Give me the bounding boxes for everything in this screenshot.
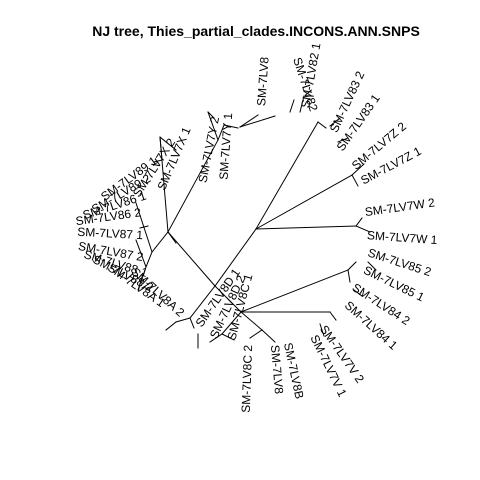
branch-tip-1: [289, 99, 295, 113]
branch-tip-9: [165, 321, 177, 331]
branch-tip-2: [299, 95, 305, 113]
branch-tip-4: [337, 137, 349, 143]
branch-right-c: [255, 174, 353, 230]
branch-lower-i: [189, 317, 195, 329]
branch-tip-7: [319, 323, 325, 337]
branch-left-d: [159, 136, 163, 161]
branch-left-i: [167, 231, 177, 244]
branch-upper-g: [239, 115, 276, 128]
branch-upper-d: [207, 111, 219, 141]
tip-label: SM-7LV8: [268, 344, 286, 394]
tip-label: SM-7LV87 1: [77, 225, 144, 242]
branch-upper-b: [217, 124, 225, 141]
branch-left-g: [137, 266, 147, 291]
branch-right-g: [355, 217, 363, 227]
branch-root-bottom: [214, 285, 242, 313]
tip-label: SM-7LV7W 2: [364, 195, 436, 219]
branch-tip-12: [153, 159, 163, 163]
tip-label: SM-7LV8: [254, 56, 271, 106]
branch-left-h: [135, 239, 147, 268]
branch-lower-right-c: [347, 261, 357, 271]
branch-right-e: [351, 163, 365, 176]
branch-upper-a: [167, 139, 219, 233]
tip-label: SM-7LV8C 2: [239, 344, 255, 413]
branch-upper-c: [223, 124, 239, 129]
tip-label: SM-7LV7W 1: [367, 228, 439, 247]
branch-tip-3: [329, 117, 341, 127]
branch-lower-c: [249, 329, 263, 339]
branch-right-a: [255, 121, 319, 230]
branch-lower-right-a: [240, 269, 349, 313]
branch-lower-h: [175, 317, 191, 323]
branch-left-c: [159, 136, 177, 151]
branch-lower-e: [209, 333, 223, 343]
branch-upper-e: [207, 111, 215, 119]
tip-label: SM-7LV7Y 1: [217, 112, 236, 180]
branch-tip-6: [353, 289, 363, 297]
branch-tip-10: [141, 281, 153, 289]
branch-lower-f: [221, 333, 235, 341]
branch-upper-f: [239, 114, 259, 128]
figure-title: NJ tree, Thies_partial_clades.INCONS.ANN…: [92, 23, 420, 39]
branch-lower-right-b: [347, 269, 351, 283]
branch-lower-a: [240, 311, 263, 331]
branch-lower-b: [261, 329, 276, 343]
branch-lower-right-e: [329, 311, 337, 321]
tree-branches: [135, 95, 377, 349]
branch-tip-11: [139, 225, 149, 229]
branch-right-d: [351, 174, 359, 187]
branch-root-left: [167, 231, 216, 287]
branch-left-f: [145, 251, 153, 268]
branch-left-b: [151, 231, 169, 253]
branch-root-right: [214, 228, 257, 287]
branch-tip-5: [367, 261, 377, 271]
branch-right-h: [355, 225, 371, 233]
branch-right-b: [317, 121, 327, 129]
branch-right-f: [255, 225, 357, 230]
branch-lower-g: [189, 285, 216, 319]
branch-lower-d: [221, 311, 242, 335]
